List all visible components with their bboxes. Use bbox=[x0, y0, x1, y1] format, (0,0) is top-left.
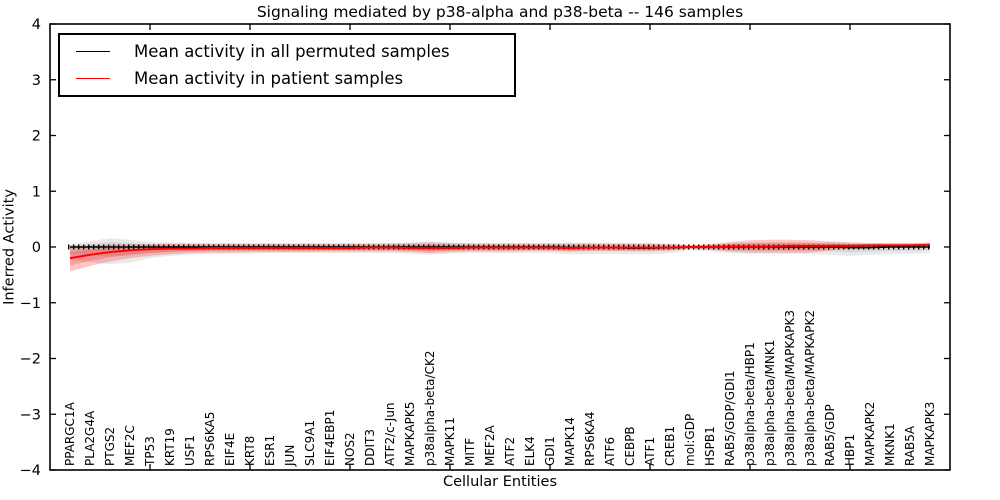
legend-row-patient: Mean activity in patient samples bbox=[60, 69, 514, 88]
x-category-label: CREB1 bbox=[663, 426, 677, 466]
x-category-label: NOS2 bbox=[343, 432, 357, 466]
x-category-label: PLA2G4A bbox=[83, 410, 97, 466]
y-axis-tick-label: 2 bbox=[32, 129, 41, 145]
legend-row-permuted: Mean activity in all permuted samples bbox=[60, 42, 514, 61]
legend: Mean activity in all permuted samples Me… bbox=[58, 33, 516, 97]
x-category-label: ESR1 bbox=[263, 435, 277, 466]
x-category-label: RPS6KA4 bbox=[583, 412, 597, 466]
x-category-label: HBP1 bbox=[843, 434, 857, 466]
x-category-label: p38alpha-beta/MNK1 bbox=[763, 340, 777, 466]
x-category-label: PTGS2 bbox=[103, 427, 117, 466]
x-category-label: MAPK11 bbox=[443, 417, 457, 466]
x-category-label: MITF bbox=[463, 438, 477, 466]
x-category-label: MAPK14 bbox=[563, 417, 577, 466]
x-category-label: EIF4E bbox=[223, 433, 237, 466]
x-category-label: RAB5A bbox=[903, 425, 917, 466]
permuted-range-band-inner bbox=[70, 242, 930, 257]
x-category-label: p38alpha-beta/CK2 bbox=[423, 351, 437, 466]
x-category-label: RPS6KA5 bbox=[203, 412, 217, 466]
x-axis-label: Cellular Entities bbox=[442, 474, 558, 490]
x-category-label: DDIT3 bbox=[363, 429, 377, 466]
legend-label-patient: Mean activity in patient samples bbox=[134, 68, 404, 88]
y-axis-tick-label: 0 bbox=[32, 240, 41, 256]
x-category-label: MAPKAPK3 bbox=[923, 402, 937, 466]
x-category-label: HSPB1 bbox=[703, 426, 717, 466]
chart-title: Signaling mediated by p38-alpha and p38-… bbox=[256, 3, 744, 21]
y-axis-tick-label: 1 bbox=[32, 184, 41, 200]
y-axis-label: Inferred Activity bbox=[1, 189, 18, 305]
y-axis-tick-label: −4 bbox=[20, 463, 41, 479]
y-axis-tick-label: −2 bbox=[20, 352, 41, 368]
x-category-label: EIF4EBP1 bbox=[323, 410, 337, 466]
y-axis-tick-label: −1 bbox=[20, 296, 41, 312]
patient-mean-line bbox=[69, 243, 931, 260]
x-category-label: p38alpha-beta/MAPKAPK2 bbox=[803, 310, 817, 466]
x-category-label: RAB5/GDP/GDI1 bbox=[723, 370, 737, 466]
x-category-label: MKNK1 bbox=[883, 423, 897, 466]
y-axis-tick-label: 3 bbox=[32, 73, 41, 89]
x-category-label: PPARGC1A bbox=[63, 401, 77, 466]
legend-label-permuted: Mean activity in all permuted samples bbox=[134, 42, 450, 62]
x-category-label: MEF2A bbox=[483, 425, 497, 466]
x-category-label: ELK4 bbox=[523, 436, 537, 466]
x-category-label: mol:GDP bbox=[683, 414, 697, 466]
x-category-label: p38alpha-beta/HBP1 bbox=[743, 342, 757, 466]
x-category-label: CEBPB bbox=[623, 426, 637, 466]
x-category-label: KRT19 bbox=[163, 428, 177, 466]
x-category-label: KRT8 bbox=[243, 436, 257, 466]
x-category-label: p38alpha-beta/MAPKAPK3 bbox=[783, 310, 797, 466]
x-category-label: ATF2 bbox=[503, 437, 517, 466]
permuted-range-band-outer bbox=[70, 238, 930, 265]
x-category-label: GDI1 bbox=[543, 436, 557, 466]
x-category-label: USF1 bbox=[183, 435, 197, 466]
x-category-label: RAB5/GDP bbox=[823, 404, 837, 466]
x-category-label: ATF6 bbox=[603, 437, 617, 466]
y-axis-tick-label: −3 bbox=[20, 407, 41, 423]
y-axis-tick-label: 4 bbox=[32, 17, 41, 33]
x-category-label: SLC9A1 bbox=[303, 420, 317, 466]
x-category-label: JUN bbox=[283, 445, 297, 467]
x-category-label: MAPKAPK5 bbox=[403, 402, 417, 466]
patient-line-swatch bbox=[76, 77, 110, 79]
x-category-label: MAPKAPK2 bbox=[863, 402, 877, 466]
x-category-label: ATF1 bbox=[643, 437, 657, 466]
permuted-line-swatch bbox=[76, 51, 110, 53]
x-category-label: ATF2/c-Jun bbox=[383, 402, 397, 466]
x-category-label: MEF2C bbox=[123, 425, 137, 466]
x-category-label: TP53 bbox=[143, 436, 157, 467]
